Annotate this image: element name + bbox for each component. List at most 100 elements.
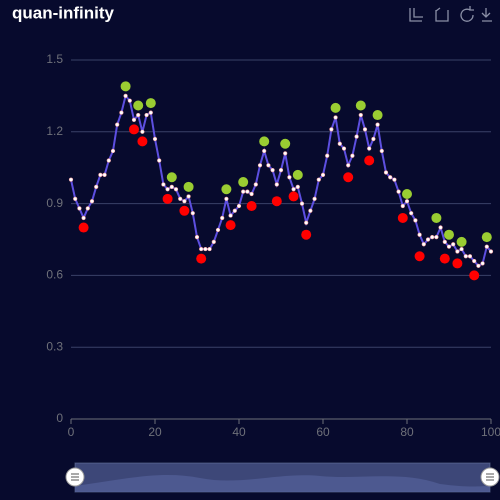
line-point [459, 246, 464, 252]
scatter-point [439, 253, 450, 264]
line-point [320, 172, 326, 177]
line-point [438, 225, 443, 230]
line-point [278, 167, 284, 173]
line-point [388, 175, 393, 180]
line-point [262, 148, 267, 154]
y-tick-label: 0.6 [46, 268, 63, 282]
line-point [421, 242, 426, 247]
line-point [249, 191, 254, 197]
restore-icon[interactable] [460, 6, 474, 22]
line-point [224, 196, 229, 201]
line-point [295, 184, 300, 189]
line-point [367, 146, 372, 151]
zoom-window[interactable] [75, 463, 490, 492]
line-point [94, 184, 99, 189]
line-point [211, 239, 216, 244]
line-point [157, 158, 162, 163]
line-point [274, 182, 279, 187]
scatter-point [183, 181, 194, 192]
line-point [463, 254, 468, 259]
x-tick-label: 20 [148, 425, 162, 439]
scatter-point [259, 136, 270, 147]
line-point [186, 194, 191, 199]
line-point [379, 148, 384, 154]
line-point [266, 163, 271, 168]
x-tick-label: 100 [481, 425, 500, 439]
scatter-point [196, 253, 207, 264]
scatter-point [469, 270, 480, 281]
line-point [140, 129, 145, 134]
line-point [472, 258, 477, 264]
save-icon[interactable] [481, 8, 492, 22]
line-point [341, 146, 347, 151]
line-point [312, 196, 317, 201]
line-point [283, 151, 288, 156]
line-point [409, 211, 414, 216]
scatter-point [402, 189, 412, 200]
line-point [442, 239, 447, 244]
line-point [451, 242, 456, 247]
line-point [220, 215, 225, 221]
scatter-point [452, 258, 463, 269]
scatter-point [431, 212, 442, 223]
scatter-point [162, 193, 173, 204]
line-point [480, 261, 485, 266]
scatter-point [330, 102, 341, 113]
zoom-reset-icon[interactable] [435, 7, 449, 22]
line-point [73, 196, 78, 201]
line-point [325, 153, 330, 158]
line-point [455, 249, 460, 254]
line-point [115, 122, 120, 127]
line-point [98, 172, 103, 177]
line-point [400, 203, 405, 209]
line-point [350, 153, 355, 158]
y-tick-label: 1.2 [46, 124, 63, 138]
line-point [291, 187, 296, 192]
line-point [144, 112, 149, 118]
line-point [199, 246, 204, 252]
chart-title: quan-infinity [12, 3, 115, 22]
line-point [308, 208, 313, 213]
line-point [203, 246, 208, 252]
scatter-point [129, 124, 139, 135]
line-point [333, 115, 338, 120]
line-point [417, 232, 422, 237]
line-point [484, 244, 489, 249]
line-point [383, 170, 389, 175]
scatter-point [225, 220, 236, 231]
line-point [77, 206, 82, 211]
scatter-point [238, 177, 249, 188]
scatter-point [221, 184, 232, 195]
line-point [123, 93, 128, 98]
data-zoom[interactable] [65, 462, 500, 493]
line-point [68, 177, 74, 182]
scatter-point [166, 172, 177, 183]
line-point [467, 254, 473, 259]
scatter-point [137, 136, 148, 147]
line-point [287, 175, 292, 180]
scatter-point [280, 138, 291, 149]
zoom-icon[interactable] [409, 8, 423, 22]
line-point [241, 189, 246, 194]
scatter-point [145, 98, 156, 109]
scatter-point [78, 222, 89, 233]
line-point [270, 167, 275, 173]
line-point [136, 112, 141, 118]
line-point [169, 184, 174, 189]
line-point [190, 211, 195, 216]
scatter-point [301, 229, 312, 240]
line-point [488, 249, 494, 254]
line-point [182, 199, 187, 204]
toolbox[interactable] [409, 6, 492, 22]
line-point [430, 235, 435, 240]
line-point [194, 235, 200, 240]
line-point [110, 148, 116, 154]
scatter-point [372, 110, 383, 121]
line-point [329, 127, 334, 132]
line-point [375, 122, 380, 127]
line-point [362, 127, 368, 132]
scatter-point [179, 205, 190, 216]
scatter-point [120, 81, 131, 92]
